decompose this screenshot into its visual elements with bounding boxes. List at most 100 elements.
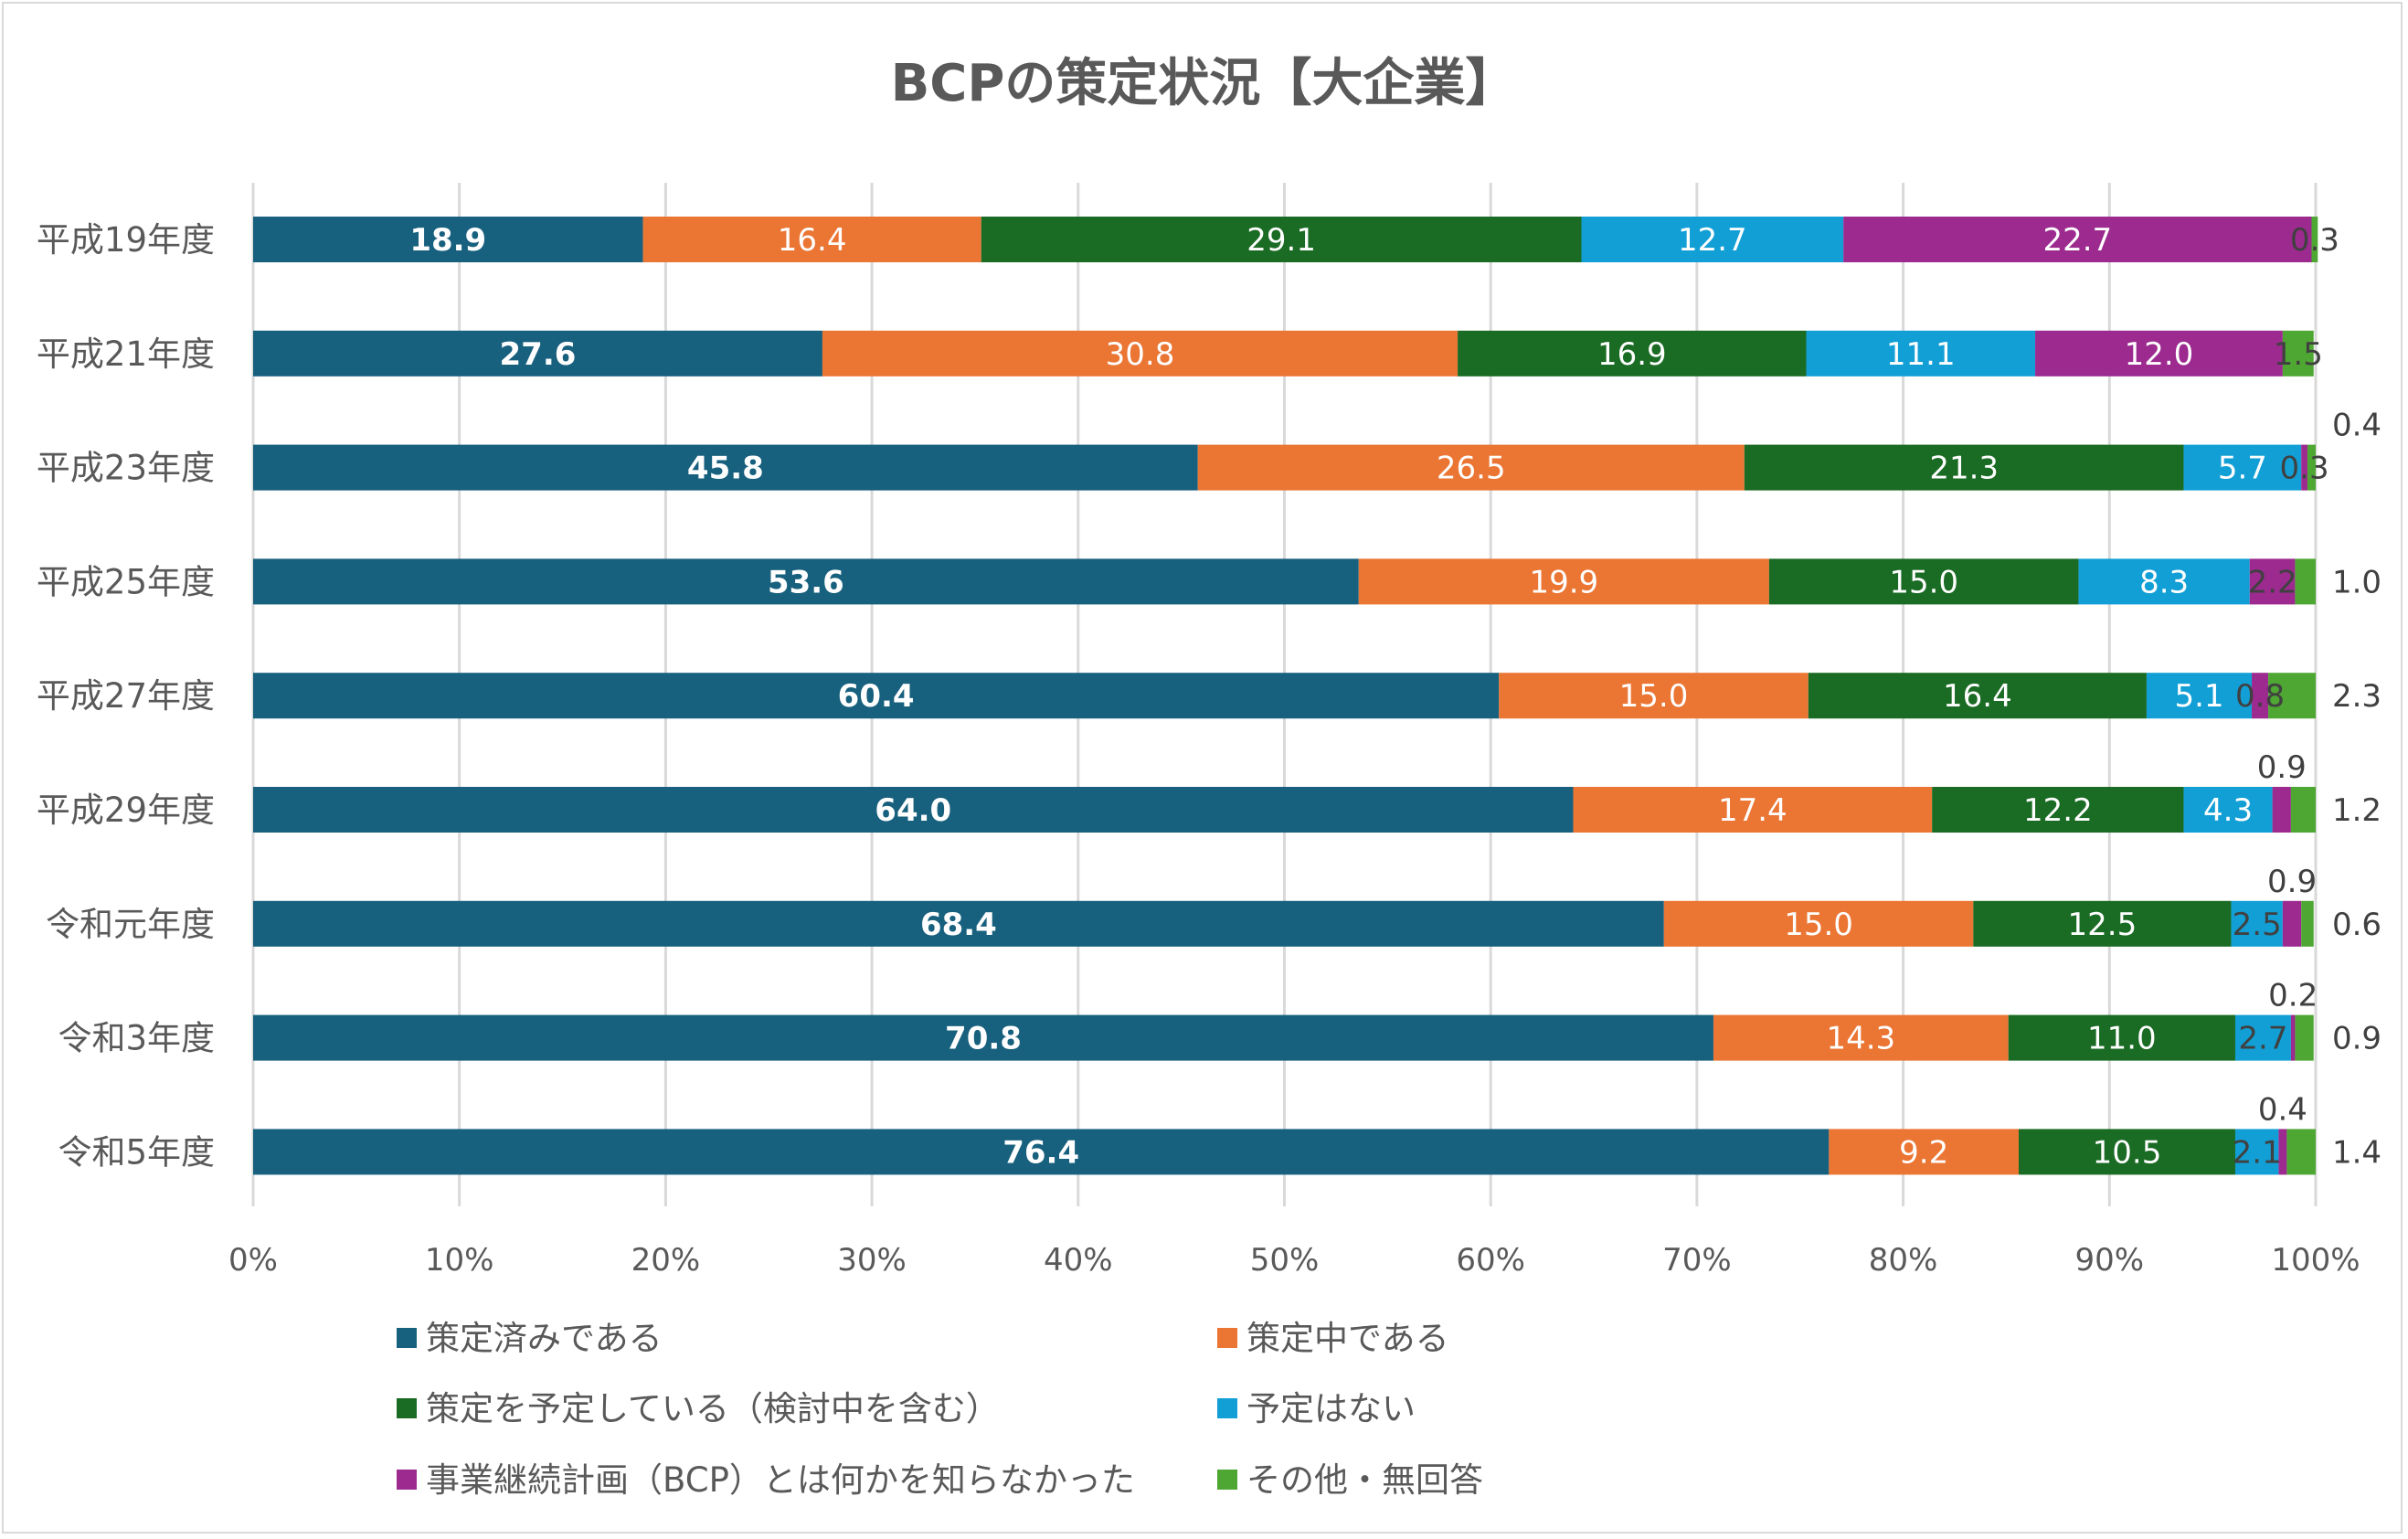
x-tick-label: 70% (1662, 1242, 1732, 1279)
bar-segment (2286, 1129, 2316, 1175)
data-label: 1.2 (2332, 792, 2381, 829)
bar-segment (2078, 558, 2250, 605)
data-label: 15.0 (1619, 678, 1689, 715)
bar-segment (253, 330, 822, 377)
data-label: 5.7 (2218, 451, 2267, 487)
category-label: 平成29年度 (37, 791, 215, 830)
data-label: 0.4 (2258, 1091, 2307, 1128)
bar-segments (253, 217, 2318, 1175)
bar-segment (253, 444, 1198, 491)
bar-segment (2183, 787, 2273, 833)
bar-segment (1358, 558, 1769, 605)
category-label: 令和3年度 (58, 1019, 215, 1058)
bar-segment (2234, 1014, 2291, 1061)
bar-segment (981, 217, 1582, 262)
data-label: 2.7 (2238, 1021, 2287, 1057)
bar-segment (1573, 787, 1933, 833)
bar-segment (1806, 330, 2036, 377)
data-label: 8.3 (2139, 564, 2189, 600)
bar-segment (2295, 1014, 2314, 1061)
bar-segment (2290, 1014, 2296, 1061)
data-label: 76.4 (1002, 1134, 1079, 1171)
legend-swatch (1217, 1398, 1237, 1418)
bar-segment (2183, 444, 2302, 491)
data-label: 16.9 (1597, 336, 1667, 373)
data-label: 14.3 (1826, 1021, 1895, 1057)
legend-swatch (1217, 1470, 1237, 1490)
data-label: 64.0 (875, 792, 951, 829)
data-label: 0.9 (2267, 864, 2317, 900)
data-label: 30.8 (1106, 336, 1175, 373)
category-label: 令和5年度 (58, 1132, 215, 1172)
data-label: 21.3 (1929, 451, 1999, 487)
data-label: 2.1 (2233, 1134, 2282, 1171)
data-label: 1.5 (2274, 336, 2323, 373)
legend-label: その他・無回答 (1246, 1460, 1483, 1500)
data-label: 0.6 (2332, 907, 2381, 943)
data-label: 0.2 (2268, 978, 2318, 1014)
bar-segment (2268, 673, 2316, 719)
bar-segment (1744, 444, 2184, 491)
category-label: 平成21年度 (37, 334, 215, 374)
bar-segment (1973, 900, 2232, 947)
legend-label: 策定済みである (426, 1319, 663, 1358)
data-label: 0.3 (2290, 222, 2339, 259)
bar-segment (2278, 1129, 2287, 1175)
x-tick-label: 50% (1250, 1242, 1320, 1279)
x-tick-label: 90% (2075, 1242, 2145, 1279)
data-label: 1.4 (2332, 1134, 2381, 1171)
data-label: 26.5 (1437, 451, 1506, 487)
data-label: 5.1 (2174, 678, 2223, 715)
data-label: 15.0 (1784, 907, 1853, 943)
category-label: 平成19年度 (37, 220, 215, 260)
bar-segment (2307, 444, 2316, 491)
data-label: 2.3 (2332, 678, 2381, 715)
bar-segment (2249, 558, 2296, 605)
bar-segment (253, 673, 1500, 719)
bar-segment (1458, 330, 1807, 377)
bar-segment (2272, 787, 2291, 833)
data-label: 0.8 (2235, 678, 2285, 715)
bar-segment (2252, 673, 2269, 719)
x-tick-label: 30% (837, 1242, 907, 1279)
bar-segment (2290, 787, 2316, 833)
category-label: 令和元年度 (46, 905, 215, 944)
bar-segment (1713, 1014, 2009, 1061)
data-label: 0.3 (2280, 451, 2329, 487)
bar-segment (1829, 1129, 2019, 1175)
bar-segment (822, 330, 1459, 377)
x-tick-label: 80% (1869, 1242, 1938, 1279)
data-label: 2.2 (2248, 564, 2297, 600)
legend-swatch (397, 1398, 417, 1418)
bar-segment (253, 1014, 1713, 1061)
bar-segment (2146, 673, 2253, 719)
bar-segment (2282, 900, 2302, 947)
labels: 平成19年度 18.9 16.4 29.1 12.7 22.7 0.3 平成21年度 27.6 3… (37, 220, 2381, 1172)
bar-segment (642, 217, 981, 262)
data-label: 9.2 (1899, 1134, 1948, 1171)
x-tick-label: 10% (425, 1242, 494, 1279)
data-label: 68.4 (920, 907, 997, 943)
legend-swatch (397, 1470, 417, 1490)
data-label: 17.4 (1718, 792, 1787, 829)
data-label: 27.6 (500, 336, 577, 373)
bar-segment (253, 787, 1574, 833)
data-label: 18.9 (409, 222, 486, 259)
category-label: 平成23年度 (37, 449, 215, 488)
bar-segment (1581, 217, 1844, 262)
bar-segment (1768, 558, 2079, 605)
x-tick-label: 0% (228, 1242, 278, 1279)
data-label: 0.9 (2332, 1021, 2381, 1057)
data-label: 4.3 (2203, 792, 2253, 829)
data-label: 12.0 (2125, 336, 2194, 373)
bar-segment (253, 900, 1664, 947)
data-label: 29.1 (1246, 222, 1316, 259)
x-tick-label: 40% (1044, 1242, 1113, 1279)
category-label: 平成25年度 (37, 562, 215, 601)
data-label: 19.9 (1529, 564, 1598, 600)
data-label: 16.4 (778, 222, 847, 259)
data-label: 45.8 (687, 451, 764, 487)
